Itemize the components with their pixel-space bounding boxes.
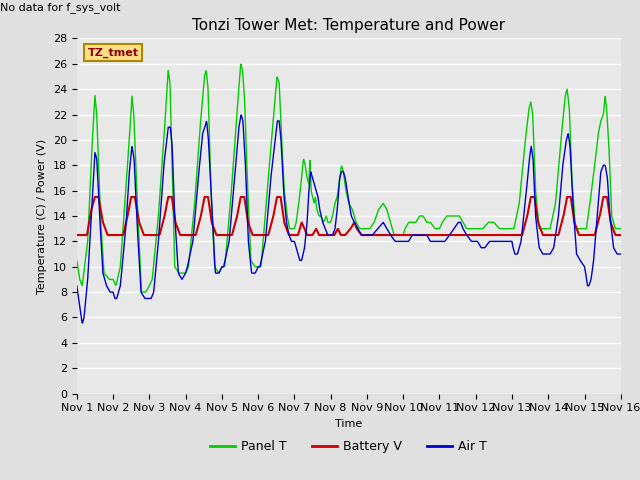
Text: TZ_tmet: TZ_tmet: [88, 47, 139, 58]
Y-axis label: Temperature (C) / Power (V): Temperature (C) / Power (V): [37, 138, 47, 294]
X-axis label: Time: Time: [335, 419, 362, 429]
Title: Tonzi Tower Met: Temperature and Power: Tonzi Tower Met: Temperature and Power: [192, 18, 506, 33]
Legend: Panel T, Battery V, Air T: Panel T, Battery V, Air T: [205, 435, 492, 458]
Text: No data for f_sys_volt: No data for f_sys_volt: [1, 2, 121, 13]
